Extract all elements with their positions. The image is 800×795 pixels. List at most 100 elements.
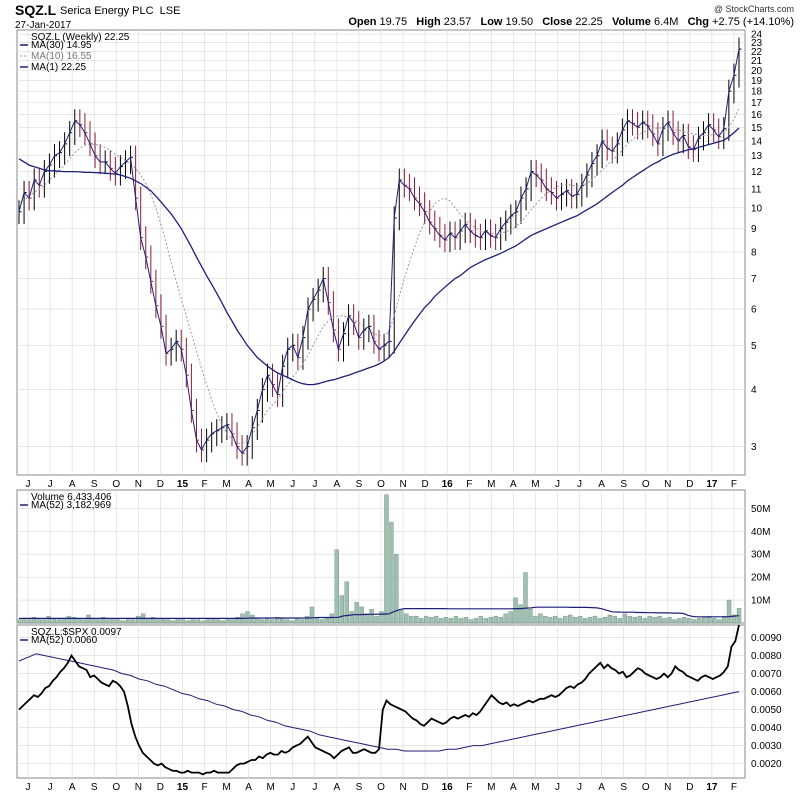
ratio-xtick-label: F: [466, 782, 472, 793]
price-ytick-label: 8: [751, 248, 757, 259]
volume-bar: [374, 615, 379, 624]
open-value: 19.75: [379, 16, 408, 28]
volume-bar: [652, 617, 657, 624]
ticker-symbol: SQZ.L: [15, 2, 57, 18]
ratio-xtick-label: J: [26, 782, 31, 793]
volume-legend-title: Volume 6,433,406: [31, 492, 112, 503]
volume-bar: [453, 615, 459, 624]
volume-bar: [627, 615, 632, 624]
ohlc-summary: Open 19.75 High 23.57 Low 19.50 Close 22…: [348, 16, 794, 28]
volume-ma-legend-label: MA(52) 3,182,969: [31, 500, 111, 511]
high-value: 23.57: [443, 16, 472, 28]
volume-bar: [71, 617, 76, 624]
stockcharts-credit: @ StockCharts.com: [713, 4, 794, 14]
price-xtick-label: D: [686, 479, 693, 490]
price-ytick-label: 6: [751, 305, 757, 316]
price-ytick-label: 11: [751, 184, 762, 195]
volume-bar: [284, 619, 290, 624]
volume-bar: [711, 618, 717, 624]
volume-bar: [155, 619, 161, 624]
volume-bar: [81, 619, 86, 624]
volume-bar: [513, 597, 518, 624]
volume-bar: [170, 620, 176, 624]
ma1-line: [18, 49, 740, 455]
volume-bar: [76, 618, 81, 624]
volume-ytick-label: 10M: [751, 596, 770, 607]
volume-bar: [101, 617, 106, 624]
ratio-ytick-label: 0.0050: [751, 705, 782, 716]
volume-bar: [592, 615, 598, 624]
close-label: Close: [542, 16, 573, 28]
volume-bar: [716, 619, 722, 624]
volume-bar: [324, 618, 330, 624]
price-ytick-label: 16: [751, 110, 763, 121]
volume-bar: [195, 619, 200, 624]
volume-bar: [145, 618, 151, 624]
volume-bar: [379, 611, 384, 624]
volume-bar: [577, 615, 583, 624]
volume-ytick-label: 30M: [751, 550, 770, 561]
volume-bar: [250, 614, 255, 624]
volume-bar: [135, 615, 141, 624]
close-value: 22.25: [575, 16, 603, 28]
price-xtick-label: 17: [706, 479, 718, 490]
volume-bar: [96, 619, 101, 624]
ratio-xtick-label: A: [334, 782, 341, 793]
volume-bar: [428, 617, 434, 624]
volume-bar: [235, 617, 240, 624]
volume-bar: [433, 615, 439, 624]
volume-bar: [612, 615, 618, 624]
ratio-xtick-label: F: [731, 782, 737, 793]
price-xtick-label: N: [135, 479, 142, 490]
volume-bar: [632, 617, 637, 624]
price-ytick-label: 15: [751, 123, 763, 134]
volume-bar: [225, 618, 230, 624]
low-label: Low: [480, 16, 503, 28]
volume-bar: [279, 618, 285, 624]
ratio-xtick-label: M: [531, 782, 539, 793]
ratio-xtick-label: F: [201, 782, 207, 793]
volume-bar: [354, 602, 359, 624]
volume-bar: [523, 572, 528, 624]
price-xtick-label: J: [312, 479, 317, 490]
volume-bar: [389, 521, 394, 624]
volume-bar: [483, 618, 488, 624]
volume-bar: [399, 609, 404, 624]
volume-bar: [597, 618, 603, 624]
price-xtick-label: J: [290, 479, 295, 490]
volume-bar: [692, 619, 697, 624]
price-xtick-label: O: [112, 479, 120, 490]
volume-bar: [61, 618, 66, 624]
volume-bar: [349, 611, 354, 624]
volume-bar: [205, 619, 210, 624]
volume-bar: [111, 618, 116, 624]
price-xtick-label: F: [466, 479, 472, 490]
volume-bar: [190, 618, 195, 624]
volume-bar: [245, 611, 250, 624]
volume-bar: [498, 617, 503, 624]
exchange-label: LSE: [159, 5, 181, 17]
volume-bar: [488, 617, 493, 624]
volume-bar: [51, 618, 56, 624]
ratio-xtick-label: 15: [177, 782, 189, 793]
price-xtick-label: S: [91, 479, 98, 490]
price-legend-title: SQZ.L (Weekly) 22.25: [31, 32, 130, 43]
ratio-xtick-label: M: [267, 782, 275, 793]
price-ytick-label: 20: [751, 66, 763, 77]
company-name: Serica Energy PLC LSE: [60, 5, 180, 17]
price-ytick-label: 19: [751, 76, 763, 87]
price-ytick-label: 4: [751, 385, 757, 396]
price-xtick-label: J: [577, 479, 582, 490]
price-ytick-label: 22: [751, 47, 763, 58]
low-value: 19.50: [505, 16, 534, 28]
volume-bar: [304, 615, 310, 624]
chg-label: Chg: [687, 16, 709, 28]
price-xtick-label: N: [399, 479, 406, 490]
ratio-xtick-label: N: [399, 782, 406, 793]
price-xtick-label: S: [620, 479, 627, 490]
volume-bar: [533, 615, 538, 624]
volume-bar: [384, 494, 389, 624]
volume-bar: [220, 620, 225, 624]
price-xtick-label: O: [642, 479, 650, 490]
volume-bar: [647, 615, 652, 624]
